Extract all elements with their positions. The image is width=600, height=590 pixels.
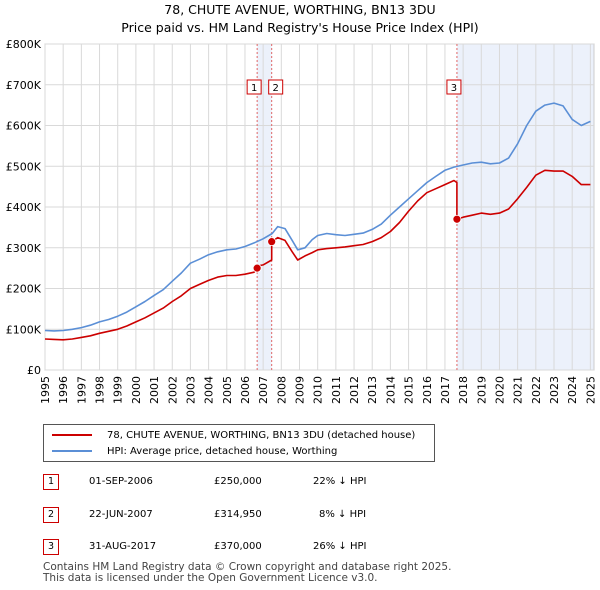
- transaction-hpi-diff: 22% ↓ HPI: [313, 476, 367, 487]
- legend-swatch-property: [52, 434, 92, 436]
- footer-line-licence: This data is licensed under the Open Gov…: [43, 572, 378, 584]
- legend-label-hpi: HPI: Average price, detached house, Wort…: [107, 445, 338, 457]
- sale-label-box: [446, 79, 462, 95]
- x-tick-label: 2015: [403, 376, 416, 404]
- legend-label-property: 78, CHUTE AVENUE, WORTHING, BN13 3DU (de…: [107, 429, 416, 441]
- x-tick-label: 2023: [548, 376, 561, 404]
- sale-label-box: [246, 79, 262, 95]
- y-tick-label: £300K: [6, 242, 42, 255]
- transaction-date: 01-SEP-2006: [89, 476, 153, 487]
- y-tick-label: £500K: [6, 160, 42, 173]
- transaction-number: 1: [43, 474, 59, 490]
- x-tick-label: 2002: [166, 376, 179, 404]
- footer-attribution: Contains HM Land Registry data © Crown c…: [43, 562, 451, 584]
- transaction-row: 3 31-AUG-2017 £370,000 26% ↓ HPI: [43, 537, 463, 557]
- transaction-date: 31-AUG-2017: [89, 541, 157, 552]
- x-tick-label: 2008: [275, 376, 288, 404]
- x-tick-label: 2025: [584, 376, 597, 404]
- x-tick-label: 1999: [112, 376, 125, 404]
- sale-label-number: 3: [451, 83, 457, 94]
- hpi-line: [44, 102, 591, 332]
- x-tick-label: 2013: [366, 376, 379, 404]
- y-tick-label: £100K: [6, 323, 42, 336]
- chart-subtitle: Price paid vs. HM Land Registry's House …: [121, 20, 479, 35]
- chart-title: 78, CHUTE AVENUE, WORTHING, BN13 3DU: [164, 2, 436, 17]
- x-tick-label: 2017: [439, 376, 452, 404]
- property-price-line: [44, 169, 591, 341]
- legend-item-property: 78, CHUTE AVENUE, WORTHING, BN13 3DU (de…: [52, 427, 415, 443]
- sale-point-marker: [252, 263, 262, 273]
- x-tick-label: 2000: [130, 376, 143, 404]
- transaction-price: £370,000: [214, 541, 262, 552]
- y-tick-label: £600K: [6, 120, 42, 133]
- x-tick-label: 2011: [330, 376, 343, 404]
- y-tick-label: £800K: [6, 38, 42, 51]
- legend-swatch-hpi: [52, 450, 92, 452]
- y-tick-label: £400K: [6, 201, 42, 214]
- transaction-number: 3: [43, 539, 59, 555]
- sale-label-box: [268, 79, 284, 95]
- transaction-hpi-diff: 26% ↓ HPI: [313, 541, 367, 552]
- x-tick-label: 2005: [221, 376, 234, 404]
- x-tick-label: 2021: [512, 376, 525, 404]
- transaction-price: £250,000: [214, 476, 262, 487]
- x-tick-label: 2020: [493, 376, 506, 404]
- x-tick-label: 2006: [239, 376, 252, 404]
- footer-line-copyright: Contains HM Land Registry data © Crown c…: [43, 561, 452, 573]
- x-tick-label: 2019: [475, 376, 488, 404]
- x-tick-label: 2009: [294, 376, 307, 404]
- x-tick-label: 2018: [457, 376, 470, 404]
- transaction-row: 2 22-JUN-2007 £314,950 8% ↓ HPI: [43, 505, 463, 525]
- y-tick-label: £700K: [6, 79, 42, 92]
- sale-label-number: 1: [251, 83, 257, 94]
- x-tick-label: 2004: [203, 376, 216, 404]
- x-tick-label: 2022: [530, 376, 543, 404]
- legend-item-hpi: HPI: Average price, detached house, Wort…: [52, 443, 337, 459]
- x-tick-label: 1995: [39, 376, 52, 404]
- x-tick-label: 2012: [348, 376, 361, 404]
- x-tick-label: 1997: [75, 376, 88, 404]
- x-tick-label: 2007: [257, 376, 270, 404]
- x-tick-label: 1996: [57, 376, 70, 404]
- y-tick-label: £200K: [6, 283, 42, 296]
- x-tick-label: 2024: [566, 376, 579, 404]
- x-tick-label: 2014: [384, 376, 397, 404]
- sale-point-marker: [452, 214, 462, 224]
- sale-point-marker: [267, 237, 277, 247]
- y-tick-label: £0: [27, 364, 41, 377]
- x-tick-label: 2010: [312, 376, 325, 404]
- x-tick-label: 2001: [148, 376, 161, 404]
- chart-legend: 78, CHUTE AVENUE, WORTHING, BN13 3DU (de…: [43, 424, 435, 462]
- price-chart: £0 £100K £200K £300K £400K £500K £600K £700K £80…: [6, 38, 598, 404]
- transaction-hpi-diff: 8% ↓ HPI: [319, 509, 367, 520]
- transaction-price: £314,950: [214, 509, 262, 520]
- x-tick-label: 2016: [421, 376, 434, 404]
- sale-label-number: 2: [273, 83, 279, 94]
- transaction-date: 22-JUN-2007: [89, 509, 153, 520]
- x-tick-label: 1998: [94, 376, 107, 404]
- transaction-number: 2: [43, 507, 59, 523]
- x-tick-label: 2003: [184, 376, 197, 404]
- transaction-row: 1 01-SEP-2006 £250,000 22% ↓ HPI: [43, 472, 463, 492]
